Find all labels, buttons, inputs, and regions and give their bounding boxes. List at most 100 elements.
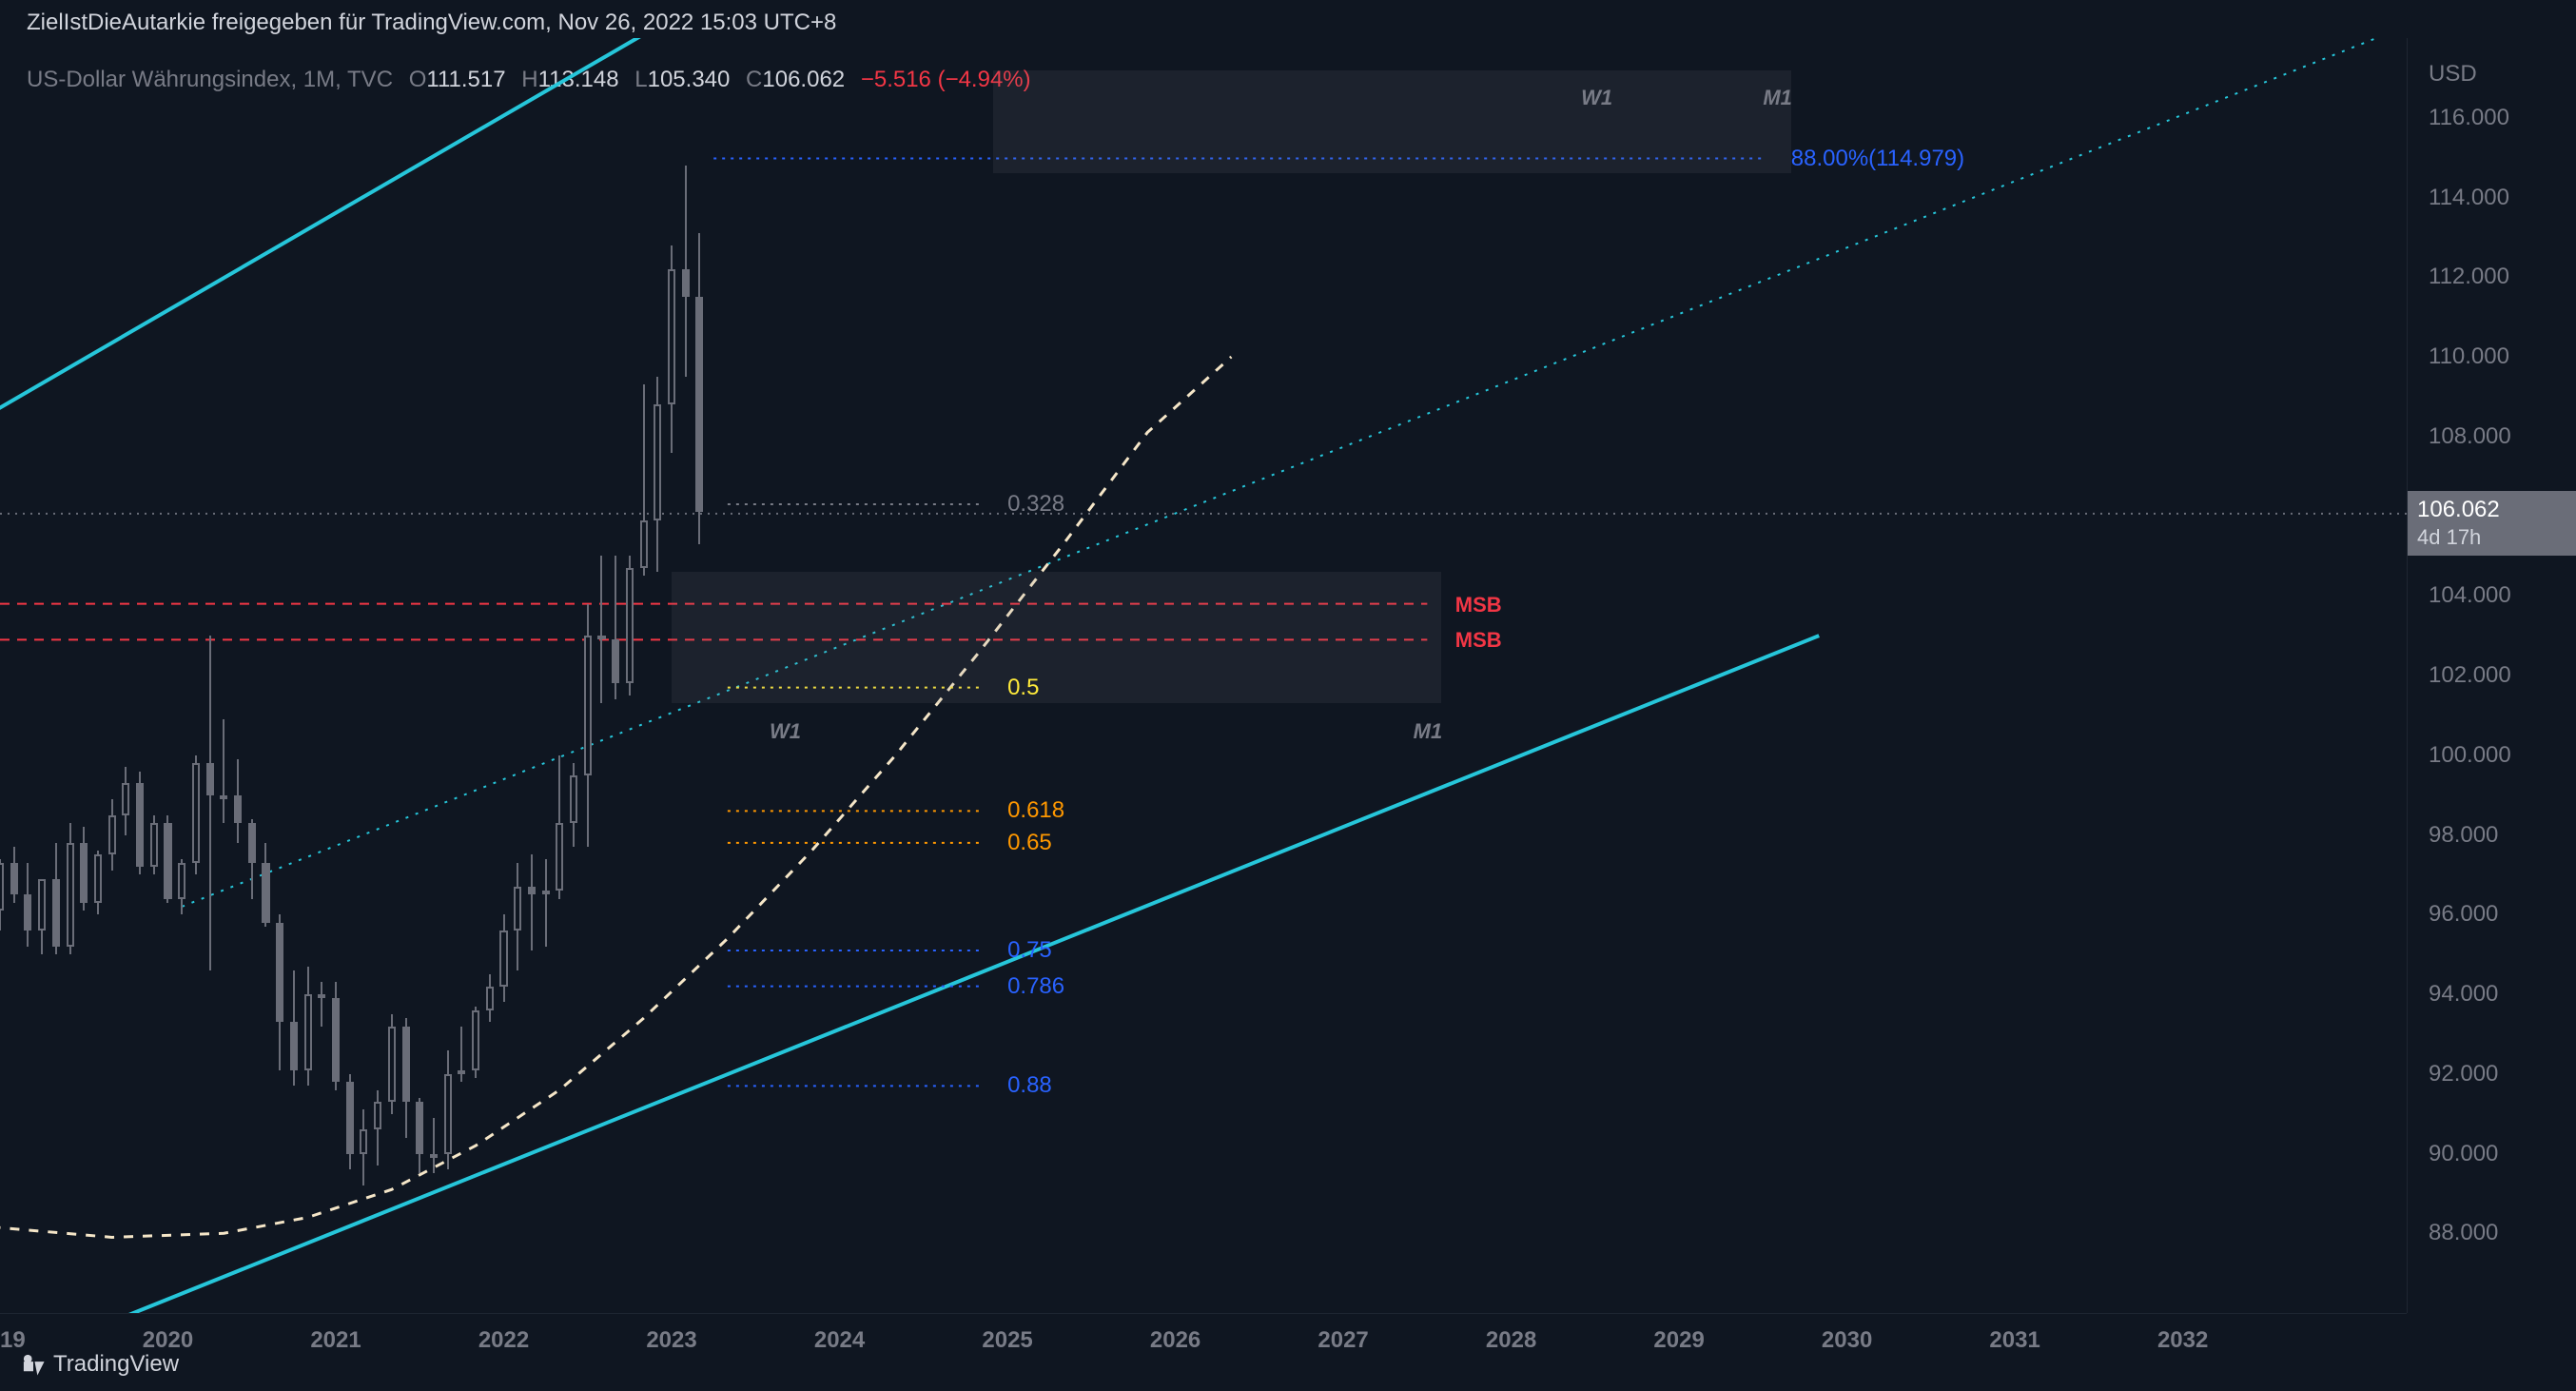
x-tick-label: 2025: [982, 1327, 1032, 1354]
candlestick: [514, 863, 521, 970]
fib-label: 0.88: [1007, 1072, 1052, 1099]
candlestick: [416, 1098, 423, 1174]
tradingview-watermark: TradingView: [21, 1351, 179, 1378]
x-tick-label: 2019: [0, 1327, 26, 1354]
y-tick-label: 116.000: [2429, 105, 2509, 131]
candlestick: [570, 763, 577, 847]
currency-label: USD: [2429, 61, 2477, 88]
timeframe-label: W1: [1581, 86, 1612, 110]
y-tick-label: 88.000: [2429, 1220, 2498, 1246]
candlestick: [499, 914, 507, 1002]
candlestick: [612, 556, 619, 699]
y-tick-label: 110.000: [2429, 343, 2509, 370]
candlestick: [192, 755, 200, 875]
candlestick: [430, 1118, 438, 1174]
candlestick: [654, 377, 661, 572]
candlestick: [626, 556, 634, 696]
x-tick-label: 2021: [310, 1327, 361, 1354]
x-tick-label: 2026: [1150, 1327, 1200, 1354]
candlestick: [150, 815, 158, 875]
candlestick: [38, 879, 46, 955]
candlestick: [206, 636, 214, 970]
x-tick-label: 2020: [143, 1327, 193, 1354]
x-tick-label: 2022: [478, 1327, 529, 1354]
candlestick: [556, 755, 563, 899]
candlestick: [178, 859, 185, 915]
y-tick-label: 92.000: [2429, 1061, 2498, 1087]
zone-box: [672, 572, 1441, 703]
chart-pane[interactable]: MSB MSB 88.00%(114.979) 0.328 0.5 0.618 0.65 0.…: [0, 38, 2407, 1313]
candlestick: [486, 974, 494, 1022]
candlestick: [0, 859, 4, 931]
x-tick-label: 2030: [1822, 1327, 1872, 1354]
candlestick: [640, 384, 648, 576]
fib-label: 0.328: [1007, 491, 1064, 518]
fib-label: 0.618: [1007, 797, 1064, 824]
fib-label: 0.786: [1007, 973, 1064, 1000]
y-tick-label: 104.000: [2429, 582, 2511, 609]
candlestick: [402, 1018, 410, 1138]
y-tick-label: 90.000: [2429, 1141, 2498, 1167]
x-tick-label: 2027: [1317, 1327, 1368, 1354]
candlestick: [332, 982, 340, 1089]
candlestick: [276, 914, 283, 1069]
x-tick-label: 2028: [1486, 1327, 1536, 1354]
candlestick: [458, 1027, 465, 1083]
candlestick: [360, 1109, 367, 1185]
zone-box: [993, 70, 1790, 174]
y-tick-label: 96.000: [2429, 901, 2498, 928]
candlestick: [597, 556, 605, 703]
candlestick: [234, 759, 242, 843]
candlestick: [122, 767, 129, 834]
fib-label: 0.5: [1007, 675, 1039, 701]
candlestick: [584, 604, 592, 847]
candlestick: [164, 815, 171, 903]
y-axis[interactable]: USD 88.000 90.000 92.000 94.000 96.000 98.000…: [2407, 38, 2576, 1313]
candlestick: [472, 1007, 479, 1078]
candlestick: [262, 843, 269, 927]
timeframe-label: W1: [770, 719, 801, 744]
msb-label: MSB: [1455, 593, 1502, 617]
y-tick-label: 100.000: [2429, 742, 2511, 769]
x-tick-label: 2029: [1653, 1327, 1704, 1354]
timeframe-label: M1: [1763, 86, 1792, 110]
candlestick: [52, 843, 60, 954]
x-tick-label: 2032: [2157, 1327, 2208, 1354]
candlestick: [136, 772, 144, 875]
y-tick-label: 114.000: [2429, 185, 2509, 211]
candlestick: [318, 982, 325, 1026]
candlestick: [304, 967, 312, 1087]
candlestick: [444, 1050, 452, 1170]
candlestick: [108, 799, 116, 871]
candlestick: [682, 166, 690, 377]
timeframe-label: M1: [1414, 719, 1443, 744]
last-price-tag: 106.0624d 17h: [2408, 491, 2576, 556]
candlestick: [346, 1074, 354, 1170]
candlestick: [290, 970, 298, 1086]
x-tick-label: 2031: [1989, 1327, 2039, 1354]
y-tick-label: 102.000: [2429, 662, 2511, 689]
y-tick-label: 94.000: [2429, 981, 2498, 1008]
candlestick: [542, 859, 550, 947]
candlestick: [388, 1014, 396, 1114]
candlestick: [24, 863, 31, 947]
y-tick-label: 98.000: [2429, 822, 2498, 849]
candlestick: [528, 854, 536, 950]
candlestick: [374, 1090, 381, 1166]
fib-label: 0.75: [1007, 937, 1052, 964]
candlestick: [668, 245, 675, 453]
fib-label: 0.65: [1007, 830, 1052, 856]
x-tick-label: 2023: [646, 1327, 696, 1354]
candlestick: [220, 719, 227, 823]
candlestick: [248, 819, 256, 899]
fib-label: 88.00%(114.979): [1791, 146, 1964, 172]
candlestick: [94, 851, 102, 914]
x-axis[interactable]: 2019 2020 2021 2022 2023 2024 2025 2026 2027 2028…: [0, 1313, 2407, 1370]
msb-label: MSB: [1455, 628, 1502, 653]
candlestick: [695, 233, 703, 544]
page-title: ZielIstDieAutarkie freigegeben für Tradi…: [27, 10, 836, 36]
candlestick: [80, 827, 88, 911]
candlestick: [10, 847, 18, 903]
x-tick-label: 2024: [814, 1327, 865, 1354]
candlestick: [67, 823, 74, 954]
